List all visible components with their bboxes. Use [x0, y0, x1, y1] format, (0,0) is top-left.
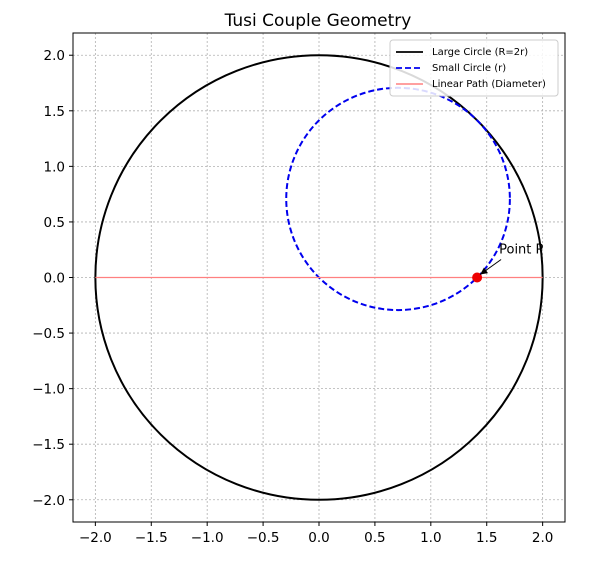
y-tick-label: 2.0 [44, 48, 65, 64]
legend-label-small-circle: Small Circle (r) [432, 63, 506, 74]
point-p-label: Point P [499, 243, 543, 258]
x-tick-label: 2.0 [532, 530, 553, 546]
point-p-marker [472, 272, 483, 283]
y-tick-label: 1.0 [44, 159, 65, 175]
x-tick-label: −1.5 [135, 530, 168, 546]
y-tick-label: −2.0 [32, 493, 65, 509]
legend: Large Circle (R=2r) Small Circle (r) Lin… [389, 39, 559, 97]
x-tick-label: 1.5 [476, 530, 497, 546]
x-tick-label: −0.5 [247, 530, 280, 546]
y-tick-label: −1.5 [32, 437, 65, 453]
y-axis: 2.0 1.5 1.0 0.5 0.0 −0.5 −1.0 −1.5 −2.0 [32, 48, 73, 509]
y-tick-label: 0.0 [44, 271, 65, 287]
y-tick-label: −1.0 [32, 382, 65, 398]
x-tick-label: 0.5 [364, 530, 385, 546]
annotation-arrowhead [480, 267, 488, 275]
y-tick-label: 1.5 [44, 104, 65, 120]
x-tick-label: 0.0 [308, 530, 329, 546]
chart-title: Tusi Couple Geometry [224, 11, 412, 31]
x-tick-label: 1.0 [420, 530, 441, 546]
x-tick-label: −1.0 [191, 530, 224, 546]
y-tick-label: 0.5 [44, 215, 65, 231]
y-tick-label: −0.5 [32, 326, 65, 342]
legend-box [389, 39, 559, 97]
legend-label-large-circle: Large Circle (R=2r) [432, 47, 528, 58]
x-axis: −2.0 −1.5 −1.0 −0.5 0.0 0.5 1.0 1.5 2.0 [79, 522, 553, 546]
point-annotation: Point P [479, 243, 544, 275]
legend-label-linear-path: Linear Path (Diameter) [432, 79, 546, 90]
x-tick-label: −2.0 [79, 530, 112, 546]
